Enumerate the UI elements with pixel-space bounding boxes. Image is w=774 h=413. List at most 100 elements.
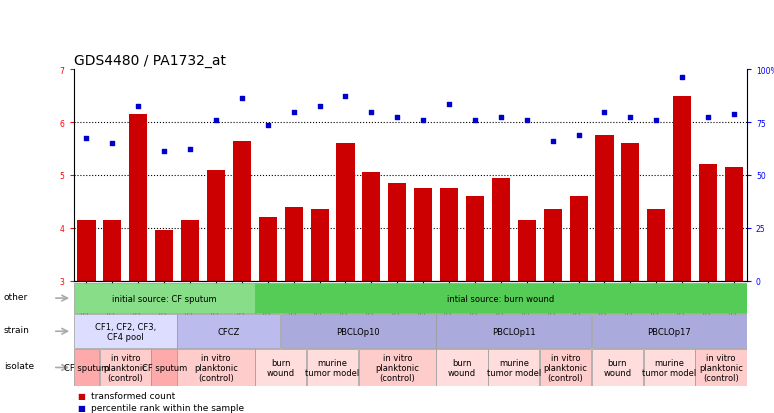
Point xyxy=(210,117,222,123)
Bar xyxy=(255,349,307,386)
Bar xyxy=(207,170,225,281)
Bar xyxy=(725,168,743,281)
Point xyxy=(702,114,714,121)
Bar xyxy=(177,314,280,349)
Text: other: other xyxy=(4,292,28,301)
Bar xyxy=(695,349,747,386)
Bar xyxy=(337,144,354,281)
Text: intial source: burn wound: intial source: burn wound xyxy=(447,294,554,303)
Text: isolate: isolate xyxy=(4,361,34,370)
Bar xyxy=(100,349,151,386)
Text: in vitro
planktonic
(control): in vitro planktonic (control) xyxy=(699,353,743,382)
Text: PBCLOp17: PBCLOp17 xyxy=(647,327,691,336)
Bar xyxy=(74,349,99,386)
Bar xyxy=(362,173,381,281)
Bar xyxy=(592,314,747,349)
Point xyxy=(235,96,248,102)
Bar xyxy=(699,165,717,281)
Point xyxy=(521,117,533,123)
Point xyxy=(573,133,585,139)
Point xyxy=(262,122,274,129)
Text: percentile rank within the sample: percentile rank within the sample xyxy=(91,403,245,412)
Bar xyxy=(255,283,747,313)
Text: transformed count: transformed count xyxy=(91,391,176,400)
Point xyxy=(391,114,403,121)
Point xyxy=(598,109,611,116)
Text: murine
tumor model: murine tumor model xyxy=(306,358,360,377)
Bar xyxy=(77,220,95,281)
Bar xyxy=(155,231,173,281)
Bar xyxy=(673,97,691,281)
Bar xyxy=(233,141,251,281)
Bar xyxy=(491,178,510,281)
Point xyxy=(624,114,636,121)
Bar xyxy=(592,349,643,386)
Text: murine
tumor model: murine tumor model xyxy=(487,358,541,377)
Bar xyxy=(543,210,562,281)
Bar xyxy=(281,314,436,349)
Point xyxy=(80,135,93,142)
Point xyxy=(676,75,688,81)
Text: CF1, CF2, CF3,
CF4 pool: CF1, CF2, CF3, CF4 pool xyxy=(94,322,156,341)
Bar xyxy=(595,136,614,281)
Bar xyxy=(310,210,329,281)
Point xyxy=(650,117,663,123)
Text: GDS4480 / PA1732_at: GDS4480 / PA1732_at xyxy=(74,54,225,68)
Bar xyxy=(466,197,484,281)
Bar xyxy=(414,189,432,281)
Point xyxy=(365,109,378,116)
Bar xyxy=(570,197,587,281)
Point xyxy=(546,138,559,145)
Point xyxy=(106,140,118,147)
Point xyxy=(184,146,197,152)
Text: ■: ■ xyxy=(77,403,85,412)
Bar xyxy=(129,115,147,281)
Point xyxy=(132,104,145,110)
Bar xyxy=(437,314,591,349)
Bar xyxy=(540,349,591,386)
Bar xyxy=(440,189,458,281)
Bar xyxy=(285,207,303,281)
Point xyxy=(287,109,300,116)
Point xyxy=(339,93,351,100)
Text: CF sputum: CF sputum xyxy=(63,363,109,372)
Point xyxy=(313,104,326,110)
Bar xyxy=(103,220,122,281)
Point xyxy=(469,117,481,123)
Point xyxy=(158,149,170,155)
Point xyxy=(443,101,455,108)
Bar xyxy=(488,349,539,386)
Point xyxy=(728,112,740,118)
Bar xyxy=(181,220,199,281)
Text: burn
wound: burn wound xyxy=(267,358,295,377)
Text: burn
wound: burn wound xyxy=(604,358,632,377)
Text: ■: ■ xyxy=(77,391,85,400)
Bar xyxy=(647,210,666,281)
Text: in vitro
planktonic
(control): in vitro planktonic (control) xyxy=(543,353,587,382)
Bar xyxy=(307,349,358,386)
Bar xyxy=(358,349,436,386)
Text: PBCLOp11: PBCLOp11 xyxy=(492,327,536,336)
Bar xyxy=(622,144,639,281)
Bar xyxy=(518,220,536,281)
Text: initial source: CF sputum: initial source: CF sputum xyxy=(112,294,217,303)
Bar xyxy=(437,349,488,386)
Text: CF sputum: CF sputum xyxy=(142,363,187,372)
Text: CFCZ: CFCZ xyxy=(217,327,240,336)
Text: in vitro
planktonic
(control): in vitro planktonic (control) xyxy=(104,353,147,382)
Bar xyxy=(259,218,277,281)
Point xyxy=(417,117,430,123)
Text: burn
wound: burn wound xyxy=(448,358,476,377)
Point xyxy=(495,114,507,121)
Text: in vitro
planktonic
(control): in vitro planktonic (control) xyxy=(194,353,238,382)
Text: PBCLOp10: PBCLOp10 xyxy=(337,327,380,336)
Bar xyxy=(74,314,177,349)
Bar xyxy=(389,183,406,281)
Text: murine
tumor model: murine tumor model xyxy=(642,358,697,377)
Bar xyxy=(152,349,177,386)
Bar xyxy=(643,349,695,386)
Bar xyxy=(177,349,255,386)
Text: in vitro
planktonic
(control): in vitro planktonic (control) xyxy=(375,353,420,382)
Text: strain: strain xyxy=(4,325,29,334)
Bar xyxy=(74,283,255,313)
